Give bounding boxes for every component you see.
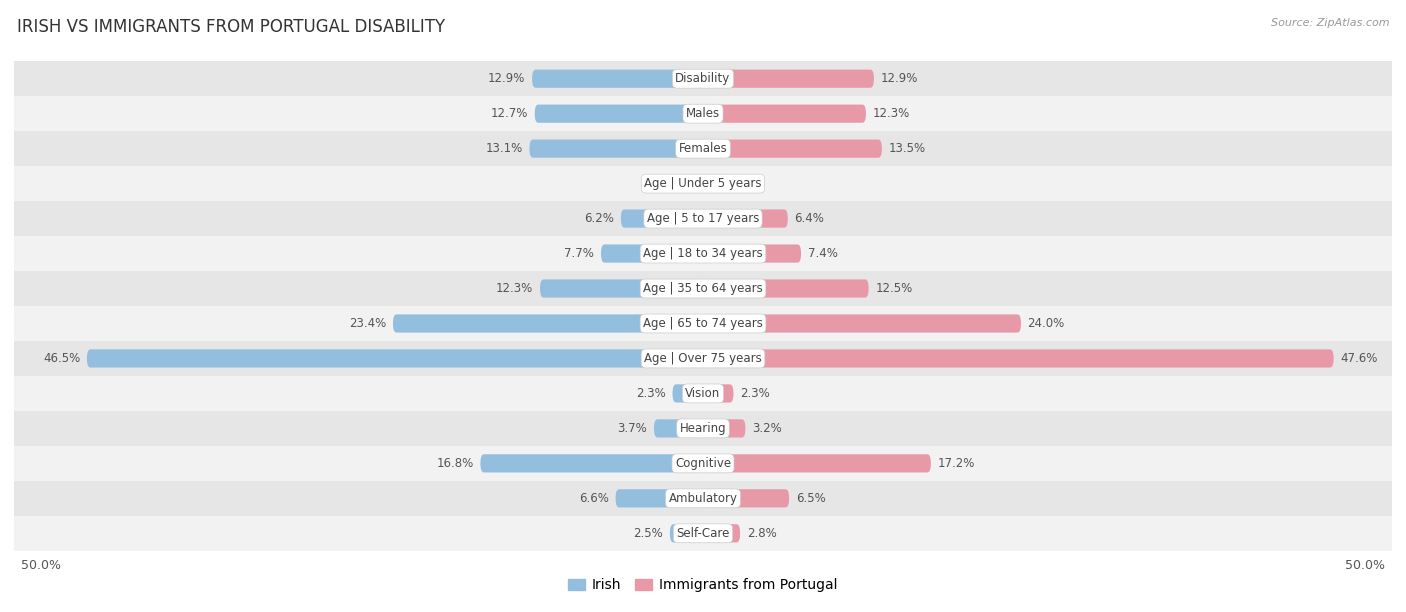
FancyBboxPatch shape (481, 454, 703, 472)
Text: Cognitive: Cognitive (675, 457, 731, 470)
Legend: Irish, Immigrants from Portugal: Irish, Immigrants from Portugal (562, 573, 844, 598)
Text: Age | 65 to 74 years: Age | 65 to 74 years (643, 317, 763, 330)
Text: 6.6%: 6.6% (579, 492, 609, 505)
Text: 12.5%: 12.5% (875, 282, 912, 295)
FancyBboxPatch shape (14, 516, 1392, 551)
FancyBboxPatch shape (703, 489, 789, 507)
Text: Self-Care: Self-Care (676, 527, 730, 540)
Text: 47.6%: 47.6% (1340, 352, 1378, 365)
Text: 12.9%: 12.9% (488, 72, 526, 85)
Text: 13.1%: 13.1% (485, 142, 523, 155)
Text: Age | Over 75 years: Age | Over 75 years (644, 352, 762, 365)
FancyBboxPatch shape (530, 140, 703, 158)
FancyBboxPatch shape (703, 384, 734, 403)
Text: Source: ZipAtlas.com: Source: ZipAtlas.com (1271, 18, 1389, 28)
FancyBboxPatch shape (703, 419, 745, 438)
Text: Hearing: Hearing (679, 422, 727, 435)
FancyBboxPatch shape (703, 105, 866, 123)
Text: 12.3%: 12.3% (496, 282, 533, 295)
Text: Ambulatory: Ambulatory (668, 492, 738, 505)
FancyBboxPatch shape (531, 70, 703, 88)
FancyBboxPatch shape (703, 349, 1334, 368)
Text: 12.7%: 12.7% (491, 107, 529, 120)
FancyBboxPatch shape (703, 524, 740, 542)
FancyBboxPatch shape (87, 349, 703, 368)
Text: Females: Females (679, 142, 727, 155)
Text: 2.3%: 2.3% (740, 387, 770, 400)
Text: 1.8%: 1.8% (734, 177, 763, 190)
Text: 12.9%: 12.9% (880, 72, 918, 85)
FancyBboxPatch shape (703, 70, 875, 88)
FancyBboxPatch shape (14, 236, 1392, 271)
Text: Vision: Vision (685, 387, 721, 400)
Text: Age | 5 to 17 years: Age | 5 to 17 years (647, 212, 759, 225)
Text: 23.4%: 23.4% (349, 317, 387, 330)
Text: 7.4%: 7.4% (807, 247, 838, 260)
FancyBboxPatch shape (14, 306, 1392, 341)
FancyBboxPatch shape (14, 201, 1392, 236)
Text: IRISH VS IMMIGRANTS FROM PORTUGAL DISABILITY: IRISH VS IMMIGRANTS FROM PORTUGAL DISABI… (17, 18, 444, 36)
Text: 46.5%: 46.5% (44, 352, 80, 365)
Text: 6.4%: 6.4% (794, 212, 824, 225)
Text: 6.2%: 6.2% (585, 212, 614, 225)
Text: 3.7%: 3.7% (617, 422, 647, 435)
FancyBboxPatch shape (600, 244, 703, 263)
FancyBboxPatch shape (14, 446, 1392, 481)
Text: 12.3%: 12.3% (873, 107, 910, 120)
Text: 13.5%: 13.5% (889, 142, 925, 155)
Text: 1.7%: 1.7% (644, 177, 673, 190)
FancyBboxPatch shape (703, 280, 869, 297)
Text: 6.5%: 6.5% (796, 492, 825, 505)
Text: Age | Under 5 years: Age | Under 5 years (644, 177, 762, 190)
Text: Disability: Disability (675, 72, 731, 85)
FancyBboxPatch shape (392, 315, 703, 332)
FancyBboxPatch shape (703, 140, 882, 158)
FancyBboxPatch shape (14, 271, 1392, 306)
Text: 2.8%: 2.8% (747, 527, 776, 540)
FancyBboxPatch shape (14, 131, 1392, 166)
FancyBboxPatch shape (616, 489, 703, 507)
FancyBboxPatch shape (681, 174, 703, 193)
Text: 16.8%: 16.8% (436, 457, 474, 470)
FancyBboxPatch shape (672, 384, 703, 403)
FancyBboxPatch shape (14, 411, 1392, 446)
FancyBboxPatch shape (654, 419, 703, 438)
Text: Age | 18 to 34 years: Age | 18 to 34 years (643, 247, 763, 260)
FancyBboxPatch shape (703, 174, 727, 193)
FancyBboxPatch shape (540, 280, 703, 297)
FancyBboxPatch shape (14, 166, 1392, 201)
Text: Age | 35 to 64 years: Age | 35 to 64 years (643, 282, 763, 295)
Text: 2.3%: 2.3% (636, 387, 666, 400)
FancyBboxPatch shape (14, 61, 1392, 96)
FancyBboxPatch shape (14, 341, 1392, 376)
FancyBboxPatch shape (703, 244, 801, 263)
Text: 3.2%: 3.2% (752, 422, 782, 435)
FancyBboxPatch shape (14, 96, 1392, 131)
Text: 24.0%: 24.0% (1028, 317, 1064, 330)
FancyBboxPatch shape (534, 105, 703, 123)
FancyBboxPatch shape (14, 376, 1392, 411)
Text: 17.2%: 17.2% (938, 457, 974, 470)
FancyBboxPatch shape (669, 524, 703, 542)
FancyBboxPatch shape (703, 209, 787, 228)
FancyBboxPatch shape (703, 454, 931, 472)
Text: 2.5%: 2.5% (634, 527, 664, 540)
FancyBboxPatch shape (14, 481, 1392, 516)
FancyBboxPatch shape (703, 315, 1021, 332)
Text: Males: Males (686, 107, 720, 120)
FancyBboxPatch shape (621, 209, 703, 228)
Text: 7.7%: 7.7% (564, 247, 595, 260)
